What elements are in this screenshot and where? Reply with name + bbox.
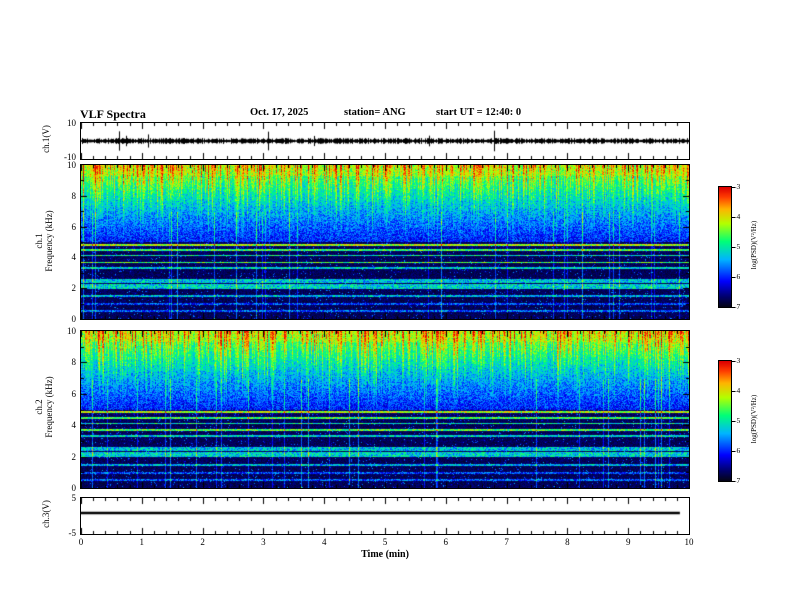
ch1-frequency-axis-label: ch.1 Frequency (kHz) <box>34 166 54 316</box>
ch2-spectrogram-canvas <box>81 331 689 488</box>
colorbar-tick-label: -6 <box>734 272 741 281</box>
x-tick-label: 6 <box>443 537 449 547</box>
figure-date: Oct. 17, 2025 <box>250 107 309 118</box>
ch3-voltage-panel <box>80 497 690 535</box>
x-tick-label: 10 <box>684 537 694 547</box>
figure-title: VLF Spectra <box>80 107 146 121</box>
x-axis-label: Time (min) <box>361 549 409 560</box>
y-tick-label: 2 <box>71 451 77 462</box>
colorbar-tick-mark <box>731 187 735 188</box>
colorbar-tick-label: -3 <box>734 182 741 191</box>
y-tick-label: 2 <box>71 283 77 294</box>
figure-start-ut: start UT = 12:40: 0 <box>436 107 522 118</box>
ch1-spectrogram-canvas <box>81 165 689 319</box>
y-tick-label: 6 <box>71 221 77 232</box>
colorbar-ch1-canvas <box>719 187 731 307</box>
ch2-spectrogram-panel <box>80 330 690 489</box>
y-tick-label: 4 <box>71 252 77 263</box>
x-tick-label: 2 <box>200 537 205 547</box>
y-tick-label: 5 <box>71 493 77 503</box>
y-tick-label: 0 <box>71 483 77 493</box>
y-tick-label: 10 <box>67 326 76 336</box>
x-tick-label: 7 <box>504 537 509 547</box>
colorbar-tick-label: -3 <box>734 356 741 365</box>
x-tick-label: 4 <box>321 537 327 547</box>
colorbar-tick-mark <box>731 277 735 278</box>
ch1-voltage-axis-text: ch.1(V) <box>41 125 51 153</box>
colorbar-ch2 <box>718 360 732 482</box>
colorbar-tick-label: -4 <box>734 212 741 221</box>
ch3-voltage-axis-text: ch.3(V) <box>41 500 51 528</box>
ch3-waveform-canvas <box>81 498 689 534</box>
colorbar-tick-label: -5 <box>734 416 741 425</box>
y-tick-label: 8 <box>71 190 77 201</box>
colorbar-tick-mark <box>731 307 735 308</box>
y-tick-label: 6 <box>71 388 77 399</box>
colorbar-tick-label: -7 <box>734 302 741 311</box>
colorbar-tick-mark <box>731 451 735 452</box>
colorbar-tick-label: -7 <box>734 476 741 485</box>
y-tick-label: -10 <box>64 152 76 162</box>
ch1-axis-line2: Frequency (kHz) <box>44 210 54 272</box>
x-tick-label: 3 <box>261 537 266 547</box>
x-tick-label: 9 <box>625 537 631 547</box>
x-tick-label: 8 <box>565 537 570 547</box>
x-tick-label: 5 <box>382 537 388 547</box>
y-tick-label: 8 <box>71 357 77 368</box>
ch1-waveform-canvas <box>81 123 689 159</box>
y-tick-label: 0 <box>71 314 77 324</box>
colorbar-tick-mark <box>731 361 735 362</box>
x-tick-label: 1 <box>139 537 145 547</box>
colorbar-tick-mark <box>731 481 735 482</box>
y-tick-label: -5 <box>68 528 77 538</box>
ch1-axis-line1: ch.1 <box>34 233 44 249</box>
y-tick-label: 4 <box>71 420 77 431</box>
colorbar-ch2-label: log(PSD)(V²/Hz) <box>750 394 758 444</box>
ch1-voltage-panel <box>80 122 690 160</box>
y-tick-label: 10 <box>67 118 76 128</box>
colorbar-tick-mark <box>731 247 735 248</box>
ch3-voltage-axis-label: ch.3(V) <box>41 454 51 574</box>
figure-station: station= ANG <box>344 107 406 118</box>
colorbar-tick-mark <box>731 391 735 392</box>
colorbar-tick-label: -6 <box>734 446 741 455</box>
colorbar-tick-label: -5 <box>734 242 741 251</box>
colorbar-tick-label: -4 <box>734 386 741 395</box>
y-tick-label: 10 <box>67 160 76 170</box>
ch1-spectrogram-panel <box>80 164 690 320</box>
colorbar-ch1-label: log(PSD)(V²/Hz) <box>750 220 758 270</box>
colorbar-tick-mark <box>731 421 735 422</box>
x-tick-label: 0 <box>78 537 84 547</box>
colorbar-tick-mark <box>731 217 735 218</box>
colorbar-ch1 <box>718 186 732 308</box>
colorbar-ch2-canvas <box>719 361 731 481</box>
